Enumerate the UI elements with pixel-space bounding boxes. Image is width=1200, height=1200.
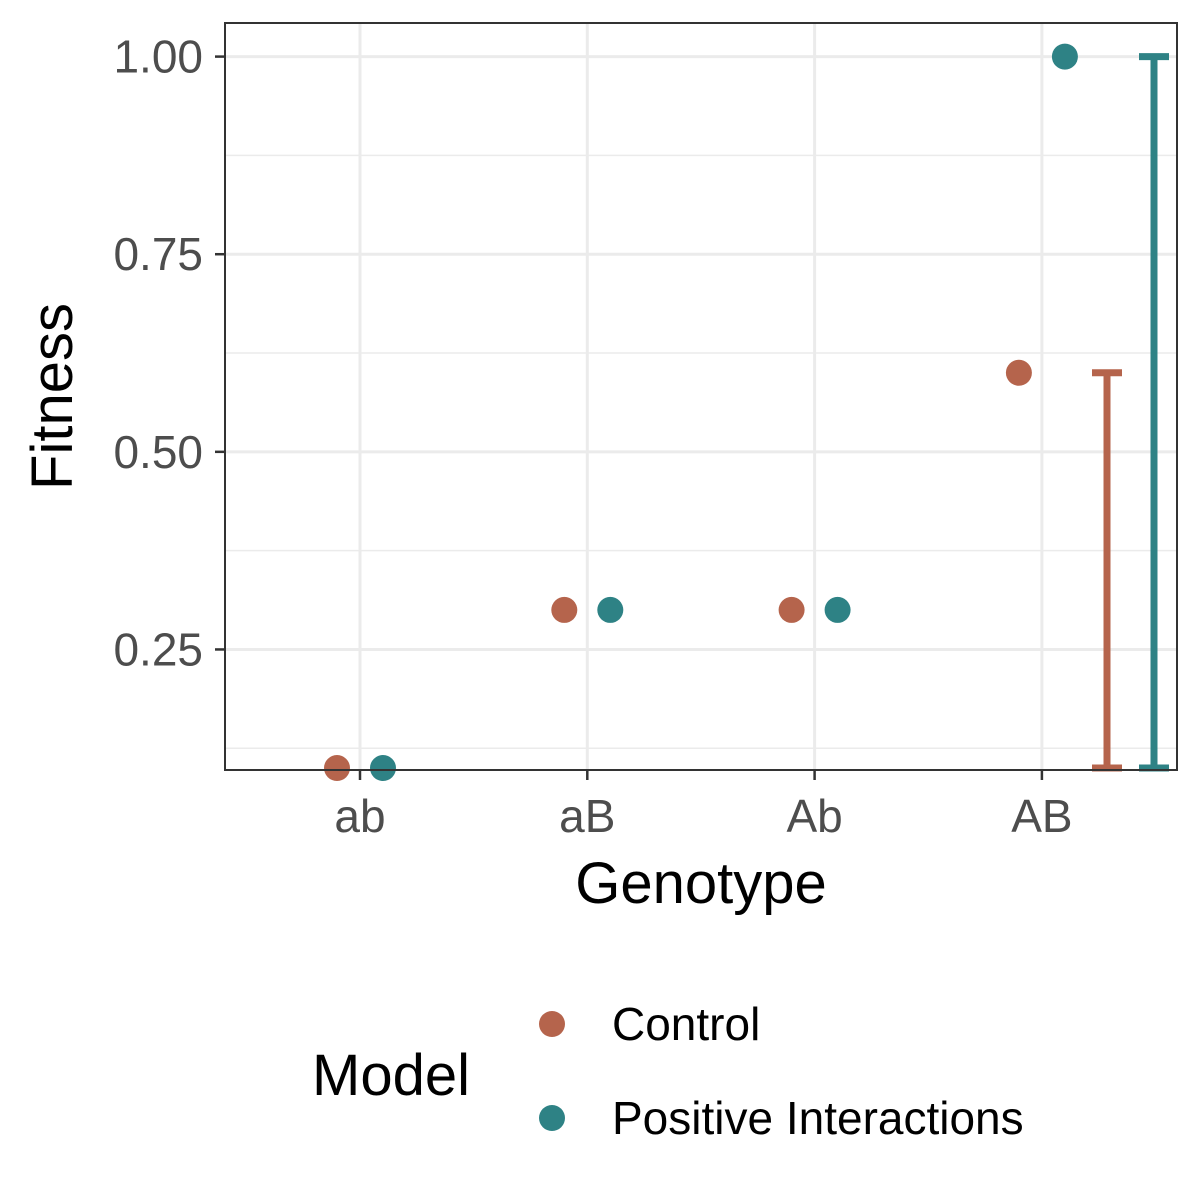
y-tick-label: 0.75 (113, 228, 203, 280)
x-tick-label: aB (559, 790, 615, 842)
data-point (370, 755, 396, 782)
y-tick-label: 1.00 (113, 31, 203, 83)
range-bars (1092, 53, 1169, 772)
y-axis-title: Fitness (20, 303, 85, 490)
x-axis-title: Genotype (575, 851, 827, 916)
y-axis: 0.25 0.50 0.75 1.00 (113, 31, 225, 675)
x-tick-label: ab (334, 790, 385, 842)
legend-title: Model (312, 1043, 470, 1108)
x-tick-label: AB (1011, 790, 1072, 842)
legend: Model Control Positive Interactions (312, 998, 1024, 1144)
data-point (1051, 43, 1078, 70)
y-tick-label: 0.25 (113, 623, 203, 675)
data-point (1005, 359, 1032, 386)
x-tick-label: Ab (786, 790, 842, 842)
legend-key (539, 1011, 565, 1037)
data-point (778, 596, 805, 623)
legend-label: Control (612, 998, 760, 1050)
data-points (324, 43, 1078, 782)
y-tick-label: 0.50 (113, 426, 203, 478)
plot-panel-border (224, 22, 1178, 771)
legend-label: Positive Interactions (612, 1092, 1024, 1144)
legend-key (539, 1105, 565, 1131)
grid-lines (225, 23, 1177, 770)
x-axis: ab aB Ab AB (334, 770, 1073, 842)
data-point (551, 596, 578, 623)
data-point (824, 596, 851, 623)
data-point (597, 596, 624, 623)
data-point (324, 755, 350, 782)
